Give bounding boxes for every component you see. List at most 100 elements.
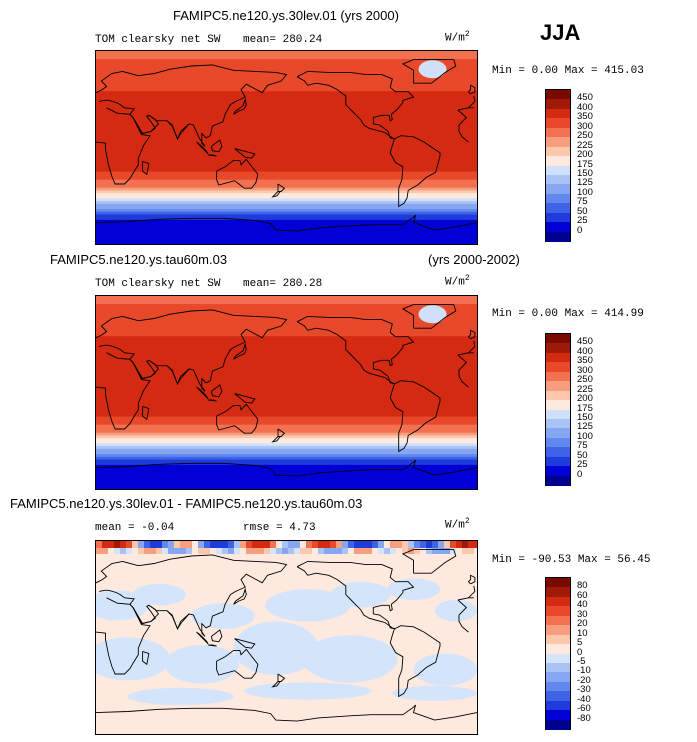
colorbar-swatch	[546, 193, 570, 204]
field-band	[96, 448, 477, 453]
field-cell	[360, 541, 367, 548]
field-band	[96, 389, 477, 394]
panel-2-colorbar: 450 400 350 300 250 225 200 175 150 125 100 75 50 25 0	[545, 333, 605, 486]
field-cell	[444, 541, 451, 548]
field-band	[96, 306, 477, 310]
colorbar-swatch	[546, 212, 570, 223]
panel-1-field	[96, 51, 477, 244]
field-cell	[216, 548, 223, 554]
colorbar-swatch	[546, 127, 570, 138]
field-band	[96, 144, 477, 149]
coastline	[234, 638, 256, 649]
coastline	[196, 386, 209, 400]
field-cell	[126, 548, 133, 554]
field-cell	[354, 548, 361, 554]
colorbar-swatch	[546, 615, 570, 626]
field-cell	[222, 541, 229, 548]
field-cell	[264, 541, 271, 548]
field-cell	[462, 541, 469, 548]
coastline	[234, 148, 256, 159]
field-cell	[468, 548, 475, 554]
field-cell	[366, 541, 373, 548]
field-band	[96, 408, 477, 412]
colorbar-swatch	[546, 466, 570, 477]
colorbar-swatch	[546, 108, 570, 119]
field-patch	[244, 682, 372, 700]
field-band	[96, 166, 477, 170]
field-cell	[390, 548, 397, 554]
coastline	[142, 650, 150, 666]
colorbar-bar	[545, 333, 571, 486]
field-cell	[474, 548, 477, 554]
panel-2-units: W/m2	[445, 274, 470, 289]
field-bands	[96, 541, 477, 734]
colorbar-swatch	[546, 710, 570, 721]
panel-1-map	[95, 50, 478, 245]
panel-3-title: FAMIPC5.ne120.ys.30lev.01 - FAMIPC5.ne12…	[10, 496, 363, 511]
colorbar-swatch	[546, 362, 570, 373]
field-band	[96, 363, 477, 367]
field-band	[96, 238, 477, 242]
field-cell	[432, 541, 439, 548]
field-band	[96, 371, 477, 375]
field-cell	[414, 541, 421, 548]
field-cell	[336, 548, 343, 554]
colorbar-swatch	[546, 700, 570, 711]
field-band	[96, 373, 477, 378]
field-band	[96, 328, 477, 332]
field-band	[96, 486, 477, 489]
units-exp: 2	[464, 517, 470, 526]
field-cell	[426, 548, 433, 554]
coastline	[132, 359, 159, 380]
coastline	[96, 459, 477, 477]
field-cell	[372, 541, 379, 548]
field-band	[96, 419, 477, 423]
field-cell	[204, 541, 211, 548]
colorbar-tick-label: 125	[577, 177, 593, 189]
field-band	[96, 470, 477, 474]
field-cell	[468, 541, 475, 548]
field-bands	[96, 51, 477, 244]
field-cell	[282, 548, 289, 554]
field-cell	[138, 541, 145, 548]
colorbar-swatch	[546, 184, 570, 195]
field-cell	[228, 541, 235, 548]
coastline	[196, 631, 209, 645]
coastline	[210, 384, 223, 398]
panel-1-mean: mean= 280.24	[243, 34, 323, 46]
field-band	[96, 416, 477, 420]
field-band	[96, 118, 477, 122]
field-patch	[387, 578, 440, 600]
field-band	[96, 235, 477, 240]
field-band	[96, 168, 477, 173]
colorbar-tick-label: -80	[577, 712, 591, 724]
field-band	[96, 309, 477, 313]
field-band	[96, 201, 477, 205]
field-band	[96, 115, 477, 119]
panel-3-mean: mean = -0.04	[95, 522, 175, 534]
colorbar-tick-label: -60	[577, 703, 591, 715]
field-band	[96, 365, 477, 369]
field-cell	[396, 541, 403, 548]
colorbar-tick-label: 300	[577, 364, 593, 376]
coastlines	[96, 304, 477, 477]
colorbar-swatch	[546, 653, 570, 664]
field-cell	[156, 541, 163, 548]
field-cell	[348, 548, 355, 554]
panel-3-minmax: Min = -90.53 Max = 56.45	[492, 554, 651, 566]
colorbar-tick-label: 225	[577, 383, 593, 395]
field-band	[96, 53, 477, 57]
field-cell	[342, 541, 349, 548]
coastline	[296, 315, 415, 385]
field-cell	[150, 548, 157, 554]
field-band	[96, 75, 477, 79]
colorbar-tick-label: -20	[577, 674, 591, 686]
field-band	[96, 368, 477, 372]
coastline	[296, 560, 415, 630]
field-band	[96, 67, 477, 71]
field-cell	[318, 548, 325, 554]
coastline	[216, 648, 259, 679]
field-cell	[444, 548, 451, 554]
coastlines	[96, 59, 477, 232]
field-cell	[288, 541, 295, 548]
